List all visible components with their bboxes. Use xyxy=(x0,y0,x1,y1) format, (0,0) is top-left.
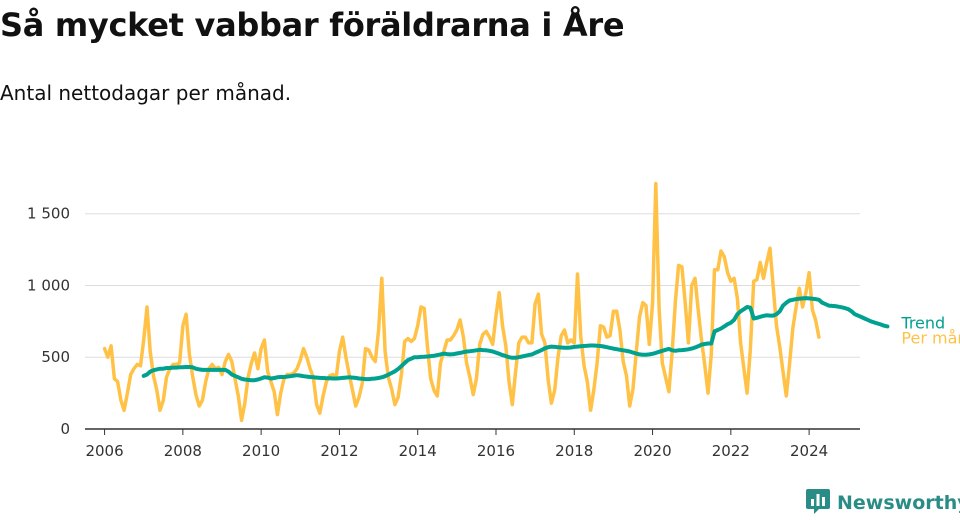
chart-subtitle: Antal nettodagar per månad. xyxy=(0,81,292,105)
x-tick-label: 2008 xyxy=(164,442,202,460)
series-lines xyxy=(102,181,890,423)
x-tick-label: 2024 xyxy=(790,442,828,460)
y-tick-label: 1 000 xyxy=(27,276,70,294)
y-tick-label: 1 500 xyxy=(27,205,70,223)
x-tick-label: 2012 xyxy=(320,442,358,460)
y-tick-label: 500 xyxy=(41,348,70,366)
x-tick-label: 2022 xyxy=(712,442,750,460)
x-axis-ticks: 2006 2008 2010 2012 2014 2016 2018 2020 2022 2024 xyxy=(85,429,828,460)
chart-title: Så mycket vabbar föräldrarna i Åre xyxy=(0,6,625,44)
x-tick-label: 2020 xyxy=(633,442,671,460)
x-tick-label: 2018 xyxy=(555,442,593,460)
brand-name: Newsworthy xyxy=(837,492,960,514)
series-label-per-manad: Per månad xyxy=(901,328,960,347)
bar-chart-badge-icon xyxy=(805,487,831,519)
gridlines xyxy=(85,213,860,430)
series-line-trend xyxy=(141,296,890,383)
series-line-per-manad xyxy=(102,181,821,423)
x-tick-label: 2014 xyxy=(399,442,437,460)
y-axis-ticks: 0 500 1 000 1 500 xyxy=(27,205,70,438)
x-tick-label: 2010 xyxy=(242,442,280,460)
x-tick-label: 2006 xyxy=(85,442,123,460)
newsworthy-logo[interactable]: Newsworthy xyxy=(805,488,960,518)
series-label-trend: Trend xyxy=(900,313,945,332)
x-tick-label: 2016 xyxy=(477,442,515,460)
y-tick-label: 0 xyxy=(60,420,70,438)
